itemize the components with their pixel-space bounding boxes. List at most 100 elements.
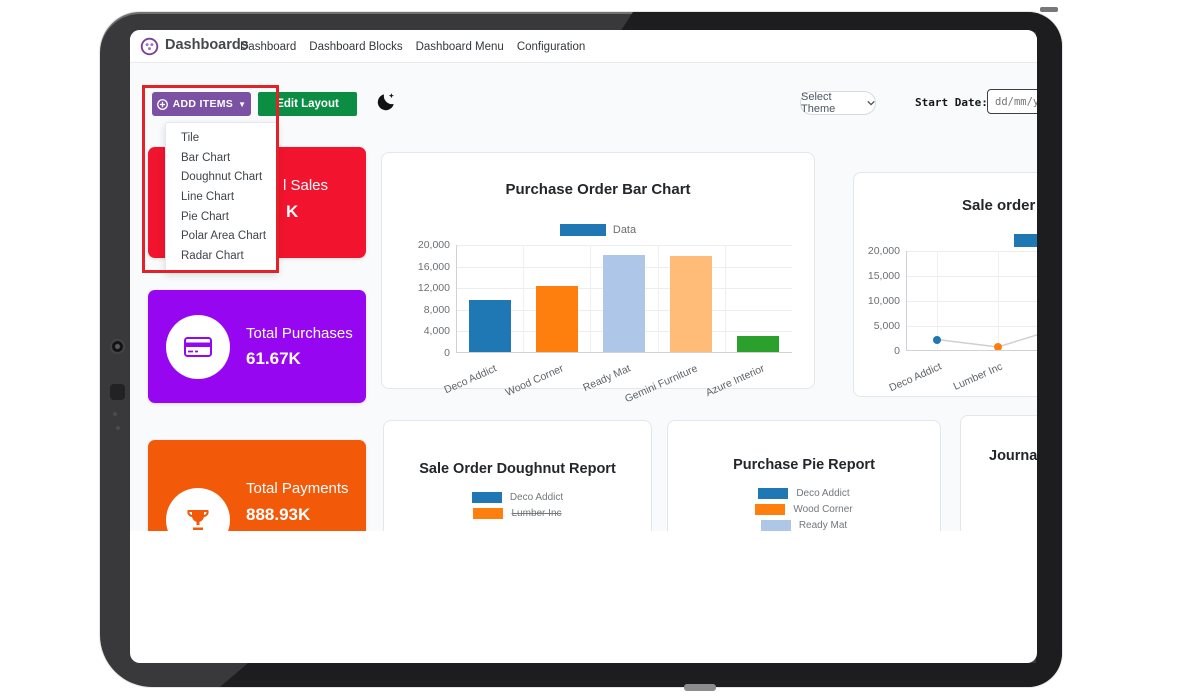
data-point-deco-addict[interactable] bbox=[933, 335, 941, 344]
caret-down-icon: ▼ bbox=[238, 99, 247, 109]
tile-payments-label: Total Payments bbox=[246, 480, 349, 498]
tablet-camera bbox=[110, 339, 125, 354]
tablet-port bbox=[684, 684, 716, 691]
menu-item-line-chart[interactable]: Line Chart bbox=[181, 190, 235, 203]
plus-circle-icon bbox=[156, 98, 168, 110]
bar-deco-addict[interactable] bbox=[468, 299, 511, 353]
dark-mode-icon[interactable] bbox=[376, 91, 397, 112]
doughnut-legend: Deco Addict Lumber Inc bbox=[384, 492, 651, 519]
sale-order-line-chart-card: Sale order 0 5,000 10,000 15,000 20,000 Deco … bbox=[853, 172, 1037, 397]
purchase-order-bar-chart-card: Purchase Order Bar Chart Data 0 4,000 8,00… bbox=[381, 152, 815, 405]
theme-select[interactable]: Select Theme bbox=[800, 91, 876, 115]
tile-icon-circle bbox=[166, 488, 230, 531]
line-chart-legend-swatch[interactable] bbox=[1014, 234, 1037, 247]
bar-ready-mat[interactable] bbox=[603, 255, 645, 353]
gridline bbox=[590, 245, 592, 353]
gridline bbox=[657, 245, 659, 353]
y-axis-tick: 12,000 bbox=[417, 282, 450, 295]
nav-item-dashboard[interactable]: Dashboard bbox=[240, 40, 297, 53]
legend-swatch bbox=[760, 520, 791, 531]
tile-total-purchases[interactable]: Total Purchases 61.67K bbox=[148, 290, 366, 403]
menu-item-pie-chart[interactable]: Pie Chart bbox=[181, 210, 229, 223]
line-series bbox=[936, 334, 1037, 348]
edit-layout-label: Edit Layout bbox=[276, 98, 339, 110]
menu-item-doughnut-chart[interactable]: Doughnut Chart bbox=[181, 171, 263, 184]
navbar-menu: Dashboard Dashboard Blocks Dashboard Menu C… bbox=[240, 30, 585, 63]
bar-chart-legend-item[interactable]: Data bbox=[382, 224, 814, 236]
menu-item-polar-area-chart[interactable]: Polar Area Chart bbox=[181, 230, 267, 243]
menu-item-radar-chart[interactable]: Radar Chart bbox=[181, 250, 244, 263]
tile-purchases-value: 61.67K bbox=[246, 349, 301, 369]
tile-icon-circle bbox=[166, 314, 230, 379]
add-items-dropdown: Tile Bar Chart Doughnut Chart Line Chart Pie… bbox=[165, 122, 278, 272]
bar-azure-interior[interactable] bbox=[737, 335, 780, 353]
legend-swatch bbox=[471, 492, 502, 503]
legend-item-lumber-inc[interactable]: Lumber Inc bbox=[473, 508, 562, 519]
gridline bbox=[724, 245, 726, 353]
tablet-bezel-shade bbox=[620, 12, 1062, 32]
theme-select-value: Select Theme bbox=[801, 91, 836, 115]
add-items-button[interactable]: ADD ITEMS ▼ bbox=[152, 92, 251, 116]
tile-payments-value: 888.93K bbox=[246, 504, 311, 524]
legend-swatch bbox=[755, 504, 786, 515]
y-axis-tick: 0 bbox=[444, 347, 450, 359]
y-axis-tick: 20,000 bbox=[867, 245, 900, 257]
doughnut-title: Sale Order Doughnut Report bbox=[419, 461, 616, 477]
gridline bbox=[906, 326, 1037, 327]
legend-label: Deco Addict bbox=[509, 492, 564, 503]
menu-item-bar-chart[interactable]: Bar Chart bbox=[181, 151, 231, 164]
bar-chart-plot: 0 4,000 8,000 12,000 16,000 20,000 Deco Addict… bbox=[418, 239, 792, 405]
tablet-detail-dot bbox=[116, 426, 120, 430]
tablet-bezel-shade bbox=[1036, 12, 1062, 687]
gridline bbox=[523, 245, 525, 353]
legend-label: Lumber Inc bbox=[511, 508, 562, 519]
tile-sales-value: K bbox=[286, 202, 299, 221]
legend-label: Wood Corner bbox=[793, 504, 853, 515]
legend-swatch bbox=[473, 508, 504, 519]
y-axis-tick: 15,000 bbox=[867, 270, 900, 282]
dashboards-app-icon[interactable] bbox=[140, 37, 159, 56]
app-title[interactable]: Dashboards bbox=[165, 37, 249, 53]
gridline bbox=[998, 251, 999, 351]
tablet-frame: Dashboards Dashboard Dashboard Blocks Dash… bbox=[100, 12, 1062, 687]
start-date-label: Start Date: bbox=[915, 96, 988, 109]
tablet-side-button bbox=[110, 384, 125, 400]
legend-item-wood-corner[interactable]: Wood Corner bbox=[755, 504, 853, 515]
bar-chart-title: Purchase Order Bar Chart bbox=[505, 181, 691, 198]
edit-layout-button[interactable]: Edit Layout bbox=[258, 92, 357, 116]
gridline bbox=[937, 251, 938, 351]
legend-label: Deco Addict bbox=[796, 488, 850, 499]
line-chart-title: Sale order bbox=[962, 197, 1036, 214]
y-axis-tick: 5,000 bbox=[873, 320, 900, 332]
y-axis-tick: 10,000 bbox=[867, 295, 900, 307]
legend-label: Ready Mat bbox=[798, 520, 848, 531]
nav-item-configuration[interactable]: Configuration bbox=[516, 40, 586, 53]
legend-swatch bbox=[758, 488, 789, 499]
tablet-screen: Dashboards Dashboard Dashboard Blocks Dash… bbox=[130, 30, 1037, 663]
pie-legend: Deco Addict Wood Corner Ready Mat bbox=[668, 488, 940, 531]
legend-item-deco-addict[interactable]: Deco Addict bbox=[758, 488, 850, 499]
bar-gemini-furniture[interactable] bbox=[670, 256, 713, 353]
menu-item-tile[interactable]: Tile bbox=[181, 131, 200, 144]
add-items-label: ADD ITEMS bbox=[172, 98, 234, 110]
y-axis-tick: 0 bbox=[894, 345, 900, 357]
data-point-lumber-inc[interactable] bbox=[994, 343, 1002, 351]
credit-card-icon bbox=[184, 336, 212, 357]
pie-title: Purchase Pie Report bbox=[733, 457, 875, 473]
legend-item-ready-mat[interactable]: Ready Mat bbox=[760, 520, 848, 531]
journal-title: Journa bbox=[989, 448, 1037, 464]
tablet-bezel-shade bbox=[220, 663, 1062, 687]
tile-sales-label: l Sales bbox=[283, 177, 329, 194]
purchase-pie-card: Purchase Pie Report Deco Addict Wood Corn… bbox=[667, 420, 941, 531]
legend-item-deco-addict[interactable]: Deco Addict bbox=[471, 492, 564, 503]
legend-swatch bbox=[559, 224, 606, 236]
start-date-input[interactable] bbox=[987, 89, 1037, 114]
nav-item-dashboard-blocks[interactable]: Dashboard Blocks bbox=[309, 40, 403, 53]
bar-wood-corner[interactable] bbox=[535, 286, 578, 353]
y-axis-tick: 16,000 bbox=[417, 260, 450, 273]
journal-card: Journa bbox=[960, 415, 1037, 531]
nav-item-dashboard-menu[interactable]: Dashboard Menu bbox=[415, 40, 504, 53]
gridline bbox=[906, 301, 1037, 302]
legend-label: Data bbox=[612, 224, 637, 236]
tile-total-payments[interactable]: Total Payments 888.93K bbox=[148, 440, 366, 531]
